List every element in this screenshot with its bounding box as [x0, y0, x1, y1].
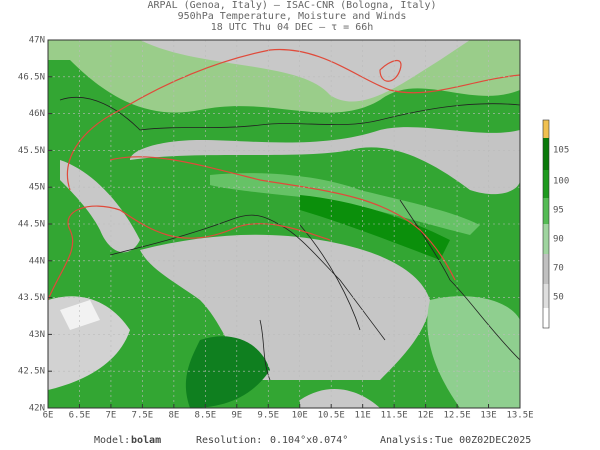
colorbar-label: 90 — [553, 235, 564, 245]
latitude-label: 42.5N — [18, 367, 45, 377]
longitude-label: 13.5E — [506, 411, 533, 421]
longitude-label: 9.5E — [257, 411, 279, 421]
header-line: 950hPa Temperature, Moisture and Winds — [178, 11, 407, 22]
longitude-label: 8E — [168, 411, 179, 421]
colorbar-label: 70 — [553, 264, 564, 274]
longitude-label: 8.5E — [194, 411, 216, 421]
graticule — [48, 40, 520, 408]
latitude-label: 44N — [29, 256, 45, 266]
latitude-label: 46.5N — [18, 72, 45, 82]
footer-label: Resolution: — [196, 435, 262, 446]
map-field — [48, 40, 520, 408]
header-line: 18 UTC Thu 04 DEC – τ = 66h — [211, 22, 374, 33]
footer-label: Model: — [94, 435, 130, 446]
footer-value: bolam — [131, 435, 161, 446]
longitude-label: 9E — [231, 411, 242, 421]
latitude-label: 44.5N — [18, 220, 45, 230]
longitude-label: 7.5E — [132, 411, 154, 421]
longitude-label: 10.5E — [318, 411, 345, 421]
latitude-label: 47N — [29, 36, 45, 46]
header-line: ARPAL (Genoa, Italy) – ISAC-CNR (Bologna… — [148, 0, 437, 11]
footer-value: Tue 00Z02DEC2025 — [435, 435, 531, 446]
longitude-label: 10E — [292, 411, 308, 421]
latitude-label: 43N — [29, 330, 45, 340]
footer-value: 0.104°x0.074° — [270, 435, 348, 446]
longitude-label: 13E — [480, 411, 496, 421]
colorbar-label: 50 — [553, 293, 564, 303]
longitude-label: 6E — [43, 411, 54, 421]
longitude-label: 12.5E — [444, 411, 471, 421]
latitude-label: 45N — [29, 183, 45, 193]
latitude-label: 46N — [29, 109, 45, 119]
longitude-label: 6.5E — [69, 411, 91, 421]
colorbar — [542, 119, 550, 329]
colorbar-label: 100 — [553, 177, 569, 187]
colorbar-label: 105 — [553, 146, 569, 156]
footer-label: Analysis: — [380, 435, 434, 446]
longitude-label: 11.5E — [381, 411, 408, 421]
latitude-label: 45.5N — [18, 146, 45, 156]
longitude-label: 11E — [355, 411, 371, 421]
latitude-label: 43.5N — [18, 293, 45, 303]
longitude-label: 7E — [106, 411, 117, 421]
latitude-label: 42N — [29, 404, 45, 414]
colorbar-label: 95 — [553, 206, 564, 216]
longitude-label: 12E — [417, 411, 433, 421]
